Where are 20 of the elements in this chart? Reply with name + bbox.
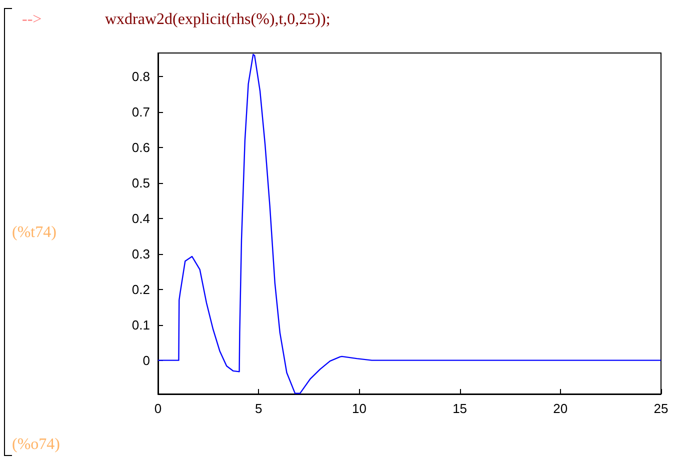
- text: (%o74): [12, 436, 60, 454]
- line-series: [157, 54, 662, 394]
- text: (%t74): [12, 224, 56, 242]
- y-tick-label: 0.5: [132, 176, 150, 191]
- y-tick-label: 0.1: [132, 317, 150, 332]
- y-tick-label: 0.4: [132, 211, 150, 226]
- y-tick-label: 0.8: [132, 69, 150, 84]
- x-tick-label: 10: [352, 401, 366, 416]
- y-tick-label: 0.6: [132, 140, 150, 156]
- y-tick-label: 0.2: [132, 282, 150, 297]
- text: -->: [22, 11, 42, 29]
- x-tick-label: 15: [452, 401, 468, 416]
- x-tick-label: 0: [154, 401, 162, 416]
- x-tick-label: 5: [254, 401, 262, 416]
- y-tick-label: 0.3: [132, 246, 150, 262]
- text: wxdraw2d(explicit(rhs(%),t,0,25));: [105, 11, 330, 29]
- y-tick-label: 0: [142, 352, 150, 368]
- y-tick-label: 0.7: [132, 104, 150, 120]
- x-tick-label: 20: [553, 401, 568, 416]
- x-tick-label: 25: [654, 401, 668, 416]
